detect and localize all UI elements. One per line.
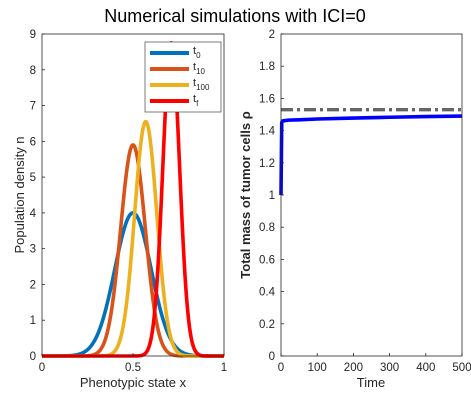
left-x-axis-label: Phenotypic state x <box>80 375 187 390</box>
left-x-tick-label: 0 <box>39 362 45 374</box>
right-x-axis-label: Time <box>357 375 385 390</box>
right-y-tick-label: 1 <box>269 190 275 202</box>
left-y-tick-label: 6 <box>30 136 36 148</box>
right-x-tick-label: 200 <box>344 362 363 374</box>
right-y-tick-label: 0 <box>269 351 275 363</box>
left-x-tick-label: 0.5 <box>125 362 141 374</box>
right-y-tick-label: 1.8 <box>259 61 275 73</box>
right-y-tick-label: 1.4 <box>259 126 276 138</box>
legend-subscript: 0 <box>196 51 201 60</box>
left-y-tick-label: 3 <box>30 244 36 256</box>
right-x-tick-label: 300 <box>380 362 399 374</box>
right-plot-background <box>281 34 462 356</box>
legend-label-t0: t0 <box>193 45 201 60</box>
left-x-tick-label: 1 <box>221 362 227 374</box>
legend-subscript: 100 <box>196 83 210 92</box>
right-y-tick-label: 1.2 <box>259 158 275 170</box>
total-mass-curve <box>279 114 463 196</box>
right-x-tick-label: 400 <box>416 362 435 374</box>
right-y-tick-label: 0.6 <box>259 254 275 266</box>
left-y-tick-label: 7 <box>30 101 36 113</box>
right-y-axis-label: Total mass of tumor cells ρ <box>238 111 253 278</box>
left-y-axis-label: Population density n <box>12 136 27 253</box>
right-plot-ticks: 0 100 200 300 400 500 0 0.2 0.4 0.6 0.8 1 1.2 1.4 1.6 1… <box>259 29 471 374</box>
right-x-tick-label: 500 <box>452 362 471 374</box>
right-y-tick-label: 0.4 <box>259 287 276 299</box>
right-plot-series <box>279 107 463 196</box>
right-x-tick-label: 100 <box>308 362 327 374</box>
left-y-tick-label: 2 <box>30 279 36 291</box>
legend-subscript: 10 <box>196 67 205 76</box>
left-y-tick-label: 0 <box>30 351 36 363</box>
right-y-tick-label: 1.6 <box>259 93 275 105</box>
left-y-tick-label: 9 <box>30 29 36 41</box>
right-y-tick-label: 0.2 <box>259 319 275 331</box>
figure-title: Numerical simulations with ICI=0 <box>104 6 366 26</box>
legend-subscript: f <box>196 99 199 108</box>
right-x-tick-label: 0 <box>278 362 284 374</box>
right-plot: 0 100 200 300 400 500 0 0.2 0.4 0.6 0.8 1 1.2 1.4 1.6 1… <box>238 29 471 390</box>
left-y-tick-label: 8 <box>30 65 36 77</box>
left-y-tick-label: 1 <box>30 315 36 327</box>
right-y-tick-label: 0.8 <box>259 222 275 234</box>
legend-label-tf: tf <box>193 93 199 108</box>
left-y-tick-label: 4 <box>30 208 37 220</box>
right-y-tick-label: 2 <box>269 29 275 41</box>
left-y-tick-label: 5 <box>30 172 36 184</box>
